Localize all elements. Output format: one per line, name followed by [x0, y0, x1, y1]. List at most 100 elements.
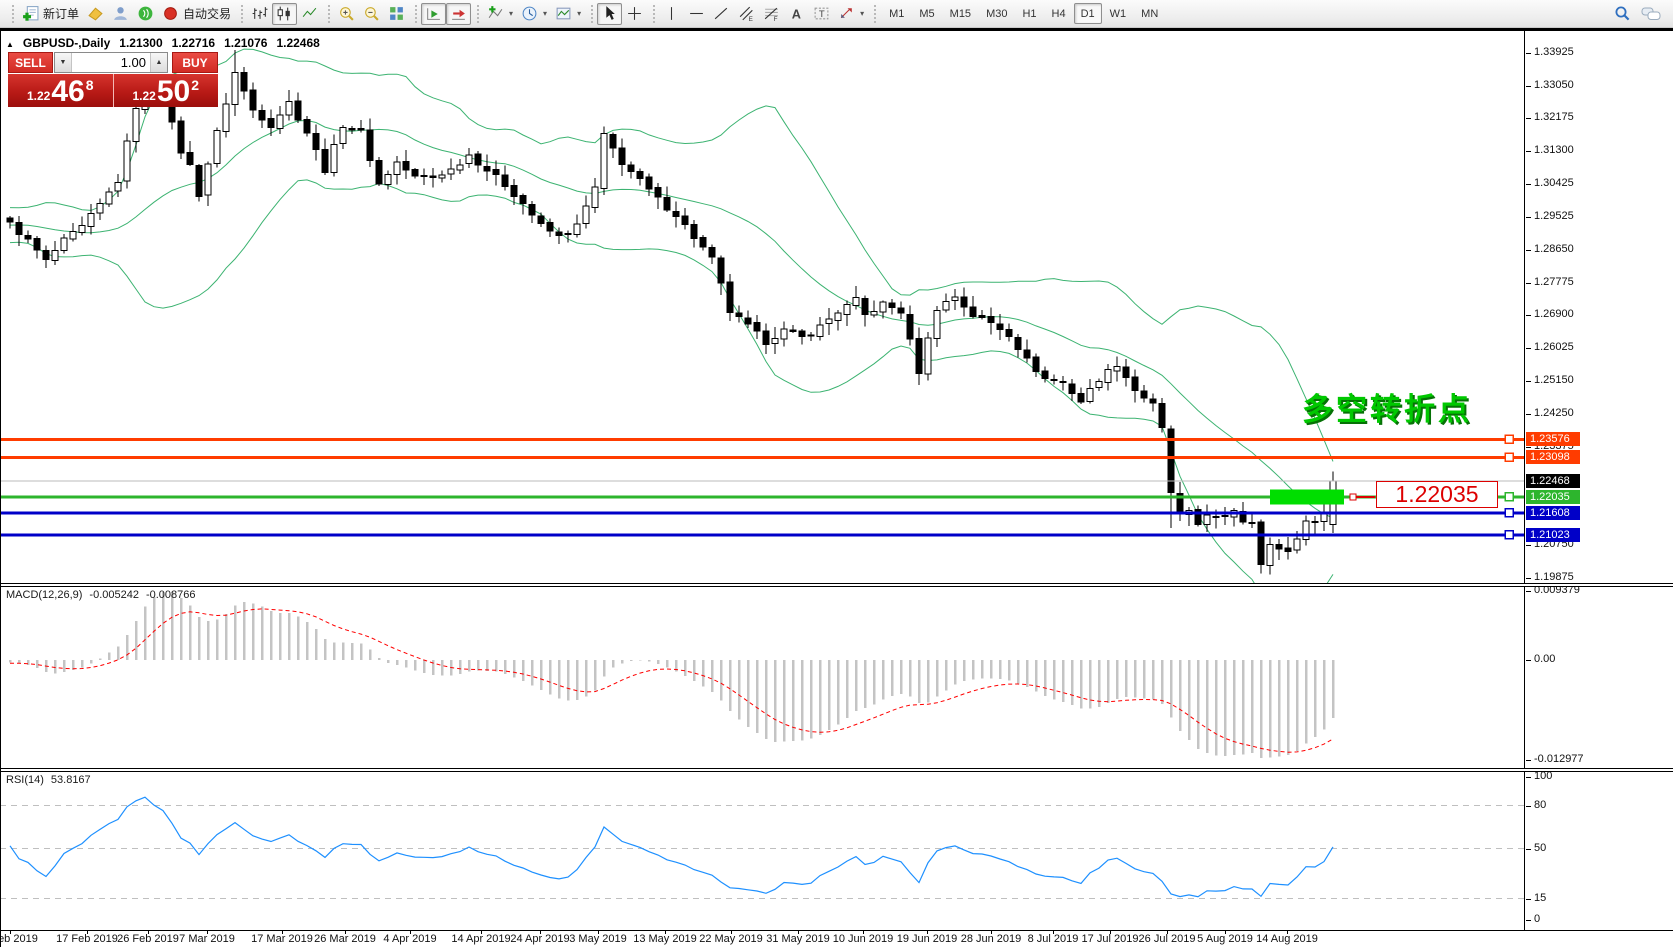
autotrading-button[interactable]: 自动交易 [158, 3, 235, 25]
buy-price-display[interactable]: 1.22 50 2 [113, 74, 218, 107]
templates-button[interactable]: ▾ [551, 3, 585, 25]
timeframe-button-h4[interactable]: H4 [1045, 3, 1073, 24]
timeframe-button-m15[interactable]: M15 [943, 3, 978, 24]
new-order-label: 新订单 [43, 7, 80, 21]
horizontal-line-icon [690, 12, 703, 15]
macd-scale-tick: 0.009379 [1526, 584, 1580, 596]
panel-separator[interactable] [0, 768, 1673, 772]
sell-button[interactable]: SELL [8, 52, 53, 73]
vertical-line-icon [671, 7, 673, 20]
vertical-line-button[interactable] [659, 3, 684, 25]
timeframe-button-mn[interactable]: MN [1134, 3, 1165, 24]
candlestick-chart-button[interactable] [272, 2, 298, 25]
sell-price-display[interactable]: 1.22 46 8 [8, 74, 114, 107]
svg-text:E: E [749, 16, 753, 22]
price-scale-column[interactable]: 1.33925 1.33050 1.32175 1.31300 1.30425 1.295… [1525, 28, 1673, 947]
rsi-scale-tick: 80 [1525, 798, 1547, 811]
dropdown-arrow-icon[interactable]: ▾ [577, 9, 582, 18]
periods-button[interactable]: ▾ [517, 3, 551, 25]
zoom-out-button[interactable] [359, 3, 384, 25]
dropdown-arrow-icon[interactable]: ▾ [509, 9, 514, 18]
search-icon[interactable] [1614, 5, 1631, 22]
fibonacci-button[interactable]: F [759, 3, 784, 25]
macd-indicator-label: MACD(12,26,9) -0.005242 -0.008766 [6, 589, 196, 601]
rsi-panel-canvas[interactable] [0, 772, 1524, 930]
rsi-scale-tick: 50 [1525, 841, 1547, 854]
chart-annotation-text[interactable]: 多空转折点 [1302, 392, 1472, 427]
timeframe-button-m30[interactable]: M30 [979, 3, 1014, 24]
price-level-flag[interactable]: 1.22035 [1376, 481, 1498, 508]
arrows-button[interactable]: ▾ [834, 3, 868, 25]
date-tick [148, 930, 149, 934]
timeframe-button-m1[interactable]: M1 [882, 3, 911, 24]
volume-increase-button[interactable]: ▲ [150, 53, 167, 72]
toolbar-grip [870, 4, 877, 23]
timeframe-button-m5[interactable]: M5 [912, 3, 941, 24]
indicators-button[interactable]: ▾ [483, 3, 517, 25]
bar-chart-button[interactable] [247, 3, 272, 25]
cursor-button[interactable] [597, 2, 623, 25]
buy-button[interactable]: BUY [172, 52, 218, 73]
date-tick [87, 930, 88, 934]
equidistant-channel-button[interactable]: E [734, 3, 759, 25]
text-label-button[interactable]: T [809, 3, 834, 25]
date-tick [1110, 930, 1111, 934]
timeframe-button-d1[interactable]: D1 [1073, 3, 1102, 24]
svg-text:T: T [819, 9, 825, 20]
chat-icon[interactable] [1641, 6, 1661, 22]
date-tick [598, 930, 599, 934]
horizontal-line-button[interactable] [684, 3, 709, 25]
ohlc-high: 1.22716 [171, 36, 216, 50]
broadcast-button[interactable] [133, 3, 158, 25]
template-icon [556, 7, 571, 20]
date-axis-border [0, 930, 1673, 931]
text-button[interactable]: A [784, 3, 809, 25]
date-label: 5 Aug 2019 [1197, 933, 1253, 945]
new-order-button[interactable]: 新订单 [18, 3, 83, 25]
ohlc-open: 1.21300 [119, 36, 163, 50]
macd-scale-tick: 0.00 [1525, 653, 1556, 665]
trendline-button[interactable] [709, 3, 734, 25]
macd-scale-tick: -0.012977 [1526, 753, 1584, 765]
price-scale-tick: 1.30425 [1526, 176, 1574, 189]
zoom-in-icon [340, 7, 354, 21]
autotrading-stop-icon [164, 7, 177, 20]
date-label: 17 Feb 2019 [56, 933, 118, 945]
date-label: 8 Jul 2019 [1027, 933, 1079, 945]
price-level-badge: 1.22035 [1526, 489, 1580, 504]
dropdown-arrow-icon[interactable]: ▾ [860, 9, 865, 18]
crosshair-button[interactable] [622, 3, 647, 25]
tile-windows-button[interactable] [384, 3, 409, 25]
rsi-scale-tick: 15 [1525, 891, 1547, 904]
date-tick [10, 930, 11, 934]
collapse-arrow-icon[interactable]: ▲ [6, 40, 14, 49]
profile-button[interactable] [108, 3, 133, 25]
line-chart-icon [302, 7, 317, 18]
price-scale-tick: 1.25150 [1526, 373, 1574, 386]
styler-button[interactable] [83, 3, 108, 25]
date-label: 14 Aug 2019 [1256, 933, 1318, 945]
buy-price-pip: 2 [191, 77, 200, 93]
macd-panel-canvas[interactable] [0, 587, 1524, 768]
price-scale-tick: 1.33050 [1526, 78, 1574, 91]
date-label: 7 Mar 2019 [179, 933, 235, 945]
price-scale-tick: 1.33925 [1526, 46, 1574, 58]
price-level-badge: 1.23576 [1526, 432, 1580, 447]
line-chart-button[interactable] [297, 3, 322, 25]
date-label: 31 May 2019 [766, 933, 830, 945]
date-label: 28 Jun 2019 [960, 933, 1022, 945]
volume-input[interactable] [72, 53, 150, 72]
ohlc-low: 1.21076 [224, 36, 268, 50]
auto-scroll-button[interactable] [421, 2, 447, 25]
timeframe-button-w1[interactable]: W1 [1103, 3, 1134, 24]
volume-decrease-button[interactable]: ▼ [55, 53, 72, 72]
chart-shift-button[interactable] [446, 2, 472, 25]
date-label: 22 May 2019 [699, 933, 763, 945]
toolbar-grip [411, 4, 418, 23]
main-chart-canvas[interactable] [0, 31, 1524, 583]
panel-separator[interactable] [0, 583, 1673, 587]
timeframe-button-h1[interactable]: H1 [1015, 3, 1043, 24]
zoom-in-button[interactable] [334, 3, 359, 25]
dropdown-arrow-icon[interactable]: ▾ [543, 9, 548, 18]
